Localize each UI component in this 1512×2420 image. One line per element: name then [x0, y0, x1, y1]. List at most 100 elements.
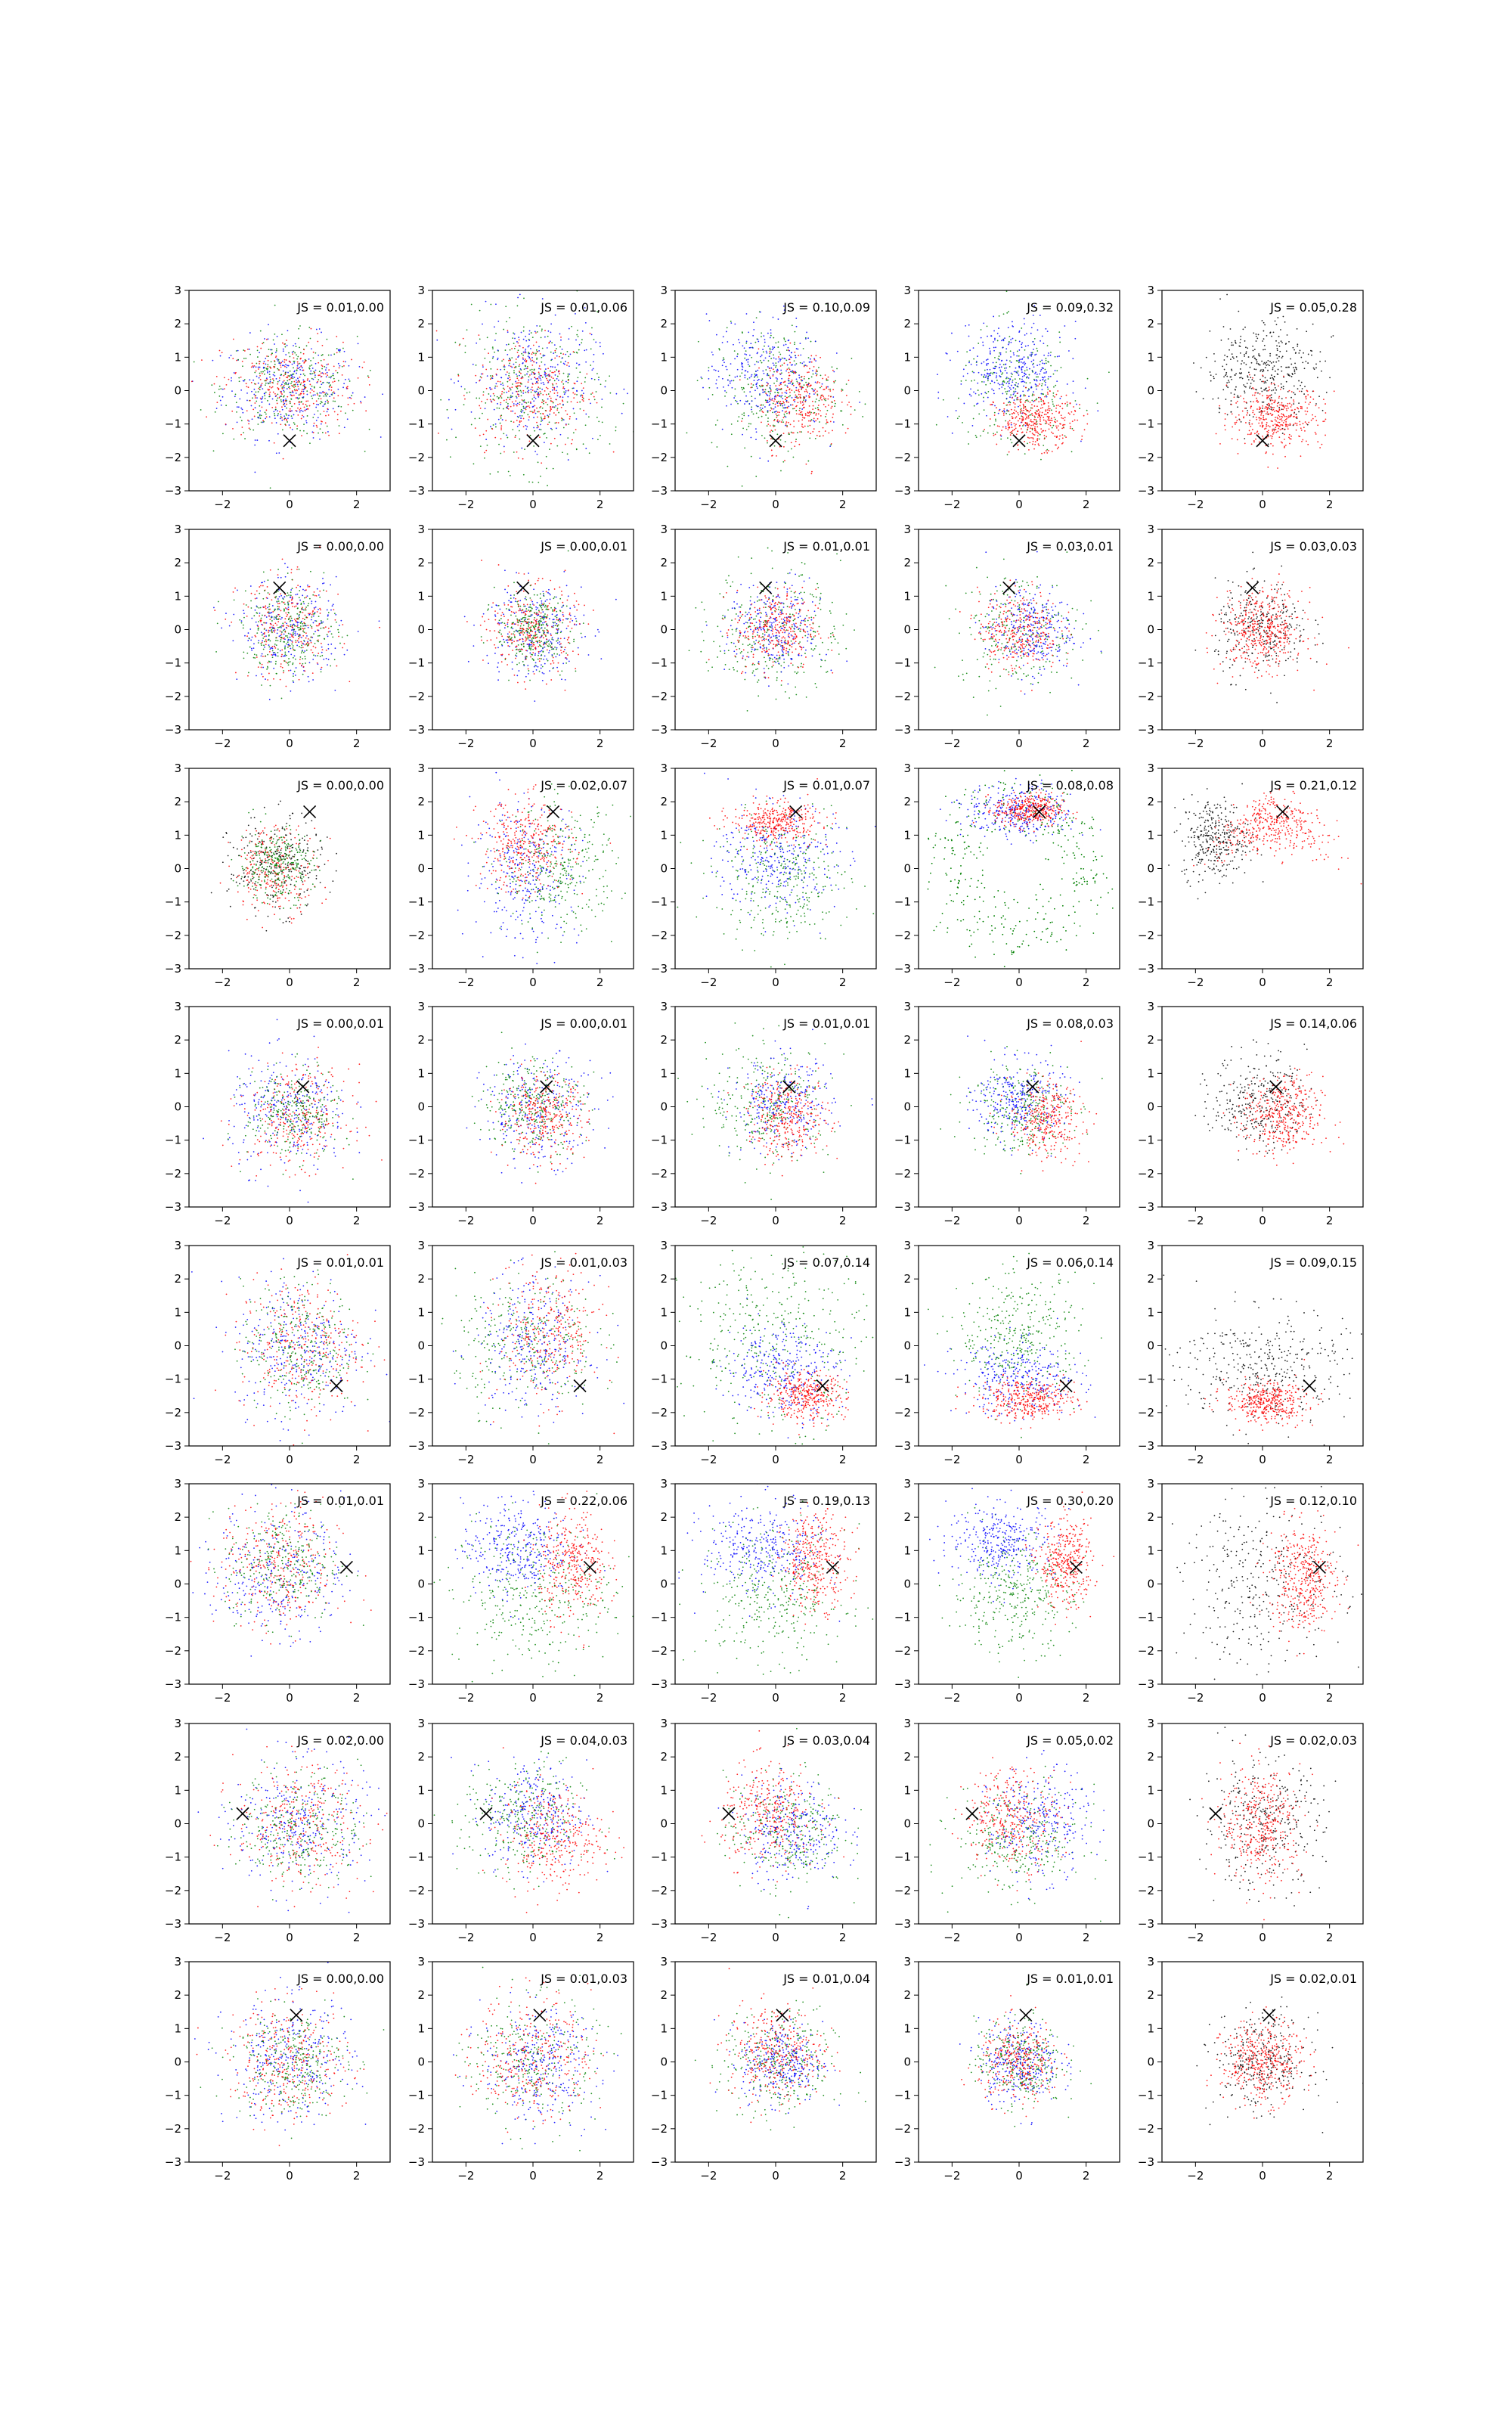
- scatter-point: [1270, 362, 1272, 364]
- scatter-point: [1224, 374, 1226, 377]
- scatter-point: [801, 375, 803, 377]
- scatter-point: [300, 357, 302, 359]
- scatter-point: [1317, 424, 1319, 427]
- scatter-point: [246, 399, 248, 402]
- scatter-point: [809, 385, 811, 387]
- scatter-point: [601, 406, 603, 408]
- scatter-point: [295, 392, 297, 394]
- scatter-point: [782, 417, 785, 419]
- scatter-point: [541, 298, 544, 299]
- scatter-point: [284, 576, 287, 578]
- scatter-point: [577, 329, 578, 331]
- scatter-point: [808, 411, 810, 414]
- scatter-point: [529, 358, 531, 360]
- scatter-point: [293, 424, 296, 425]
- scatter-point: [1036, 374, 1038, 375]
- scatter-point: [555, 427, 557, 430]
- scatter-point: [973, 405, 975, 407]
- scatter-point: [808, 414, 810, 417]
- scatter-point: [772, 375, 774, 377]
- scatter-point: [777, 405, 779, 407]
- scatter-point: [218, 395, 221, 397]
- scatter-point: [514, 337, 516, 340]
- scatter-point: [264, 622, 266, 624]
- scatter-point: [304, 410, 306, 411]
- scatter-point: [769, 368, 770, 370]
- scatter-point: [1270, 381, 1272, 383]
- scatter-point: [1264, 362, 1266, 365]
- y-tick-label: −1: [894, 417, 911, 431]
- scatter-point: [306, 595, 308, 597]
- scatter-point: [288, 360, 290, 362]
- scatter-point: [795, 372, 797, 374]
- y-tick-label: 0: [1147, 384, 1154, 398]
- scatter-point: [286, 344, 288, 346]
- scatter-point: [742, 389, 744, 391]
- scatter-point: [1297, 407, 1298, 408]
- scatter-point: [809, 424, 811, 427]
- scatter-point: [285, 376, 287, 378]
- scatter-point: [596, 402, 598, 404]
- scatter-point: [556, 409, 559, 411]
- y-tick-label: 3: [660, 284, 668, 297]
- scatter-point: [299, 362, 301, 365]
- scatter-point: [1037, 376, 1039, 378]
- scatter-point: [1058, 429, 1060, 431]
- scatter-point: [1277, 467, 1278, 469]
- scatter-point: [808, 396, 810, 399]
- scatter-point: [556, 421, 558, 424]
- scatter-point: [534, 377, 536, 378]
- scatter-point: [1016, 399, 1018, 401]
- scatter-point: [1297, 345, 1299, 347]
- scatter-point: [1238, 414, 1240, 416]
- scatter-point: [1307, 394, 1309, 396]
- scatter-point: [520, 420, 522, 422]
- scatter-point: [801, 401, 804, 403]
- scatter-point: [1251, 423, 1253, 425]
- scatter-point: [503, 365, 505, 367]
- scatter-point: [513, 347, 516, 349]
- scatter-point: [281, 365, 284, 367]
- scatter-point: [335, 370, 337, 372]
- scatter-point: [850, 405, 852, 408]
- scatter-point: [309, 392, 311, 394]
- scatter-point: [1252, 345, 1254, 347]
- scatter-point: [283, 399, 284, 401]
- scatter-point: [1014, 409, 1015, 411]
- scatter-point: [1240, 377, 1242, 378]
- scatter-point: [525, 368, 527, 370]
- scatter-point: [296, 367, 299, 369]
- scatter-point: [1247, 433, 1249, 436]
- scatter-point: [544, 371, 546, 373]
- scatter-point: [503, 366, 505, 368]
- scatter-point: [486, 337, 488, 339]
- scatter-point: [278, 608, 280, 610]
- scatter-point: [1032, 340, 1034, 343]
- scatter-point: [697, 340, 699, 343]
- scatter-point: [1268, 413, 1269, 415]
- scatter-point: [1043, 403, 1045, 405]
- scatter-point: [255, 635, 257, 638]
- scatter-point: [801, 414, 804, 417]
- scatter-point: [314, 376, 316, 378]
- scatter-point: [1235, 373, 1237, 375]
- scatter-point: [294, 386, 296, 388]
- scatter-point: [777, 400, 779, 402]
- scatter-point: [1029, 401, 1031, 403]
- scatter-point: [783, 309, 785, 311]
- scatter-point: [267, 388, 269, 390]
- scatter-point: [1282, 408, 1284, 411]
- scatter-point: [986, 325, 988, 327]
- scatter-point: [996, 380, 998, 381]
- scatter-point: [232, 358, 234, 360]
- scatter-point: [1013, 392, 1015, 394]
- scatter-point: [488, 393, 490, 395]
- scatter-point: [524, 359, 525, 361]
- scatter-point: [1279, 429, 1281, 431]
- scatter-point: [525, 349, 527, 350]
- scatter-point: [554, 352, 556, 354]
- scatter-point: [277, 397, 279, 399]
- scatter-point: [817, 408, 820, 411]
- scatter-point: [522, 358, 524, 360]
- scatter-point: [1294, 362, 1296, 365]
